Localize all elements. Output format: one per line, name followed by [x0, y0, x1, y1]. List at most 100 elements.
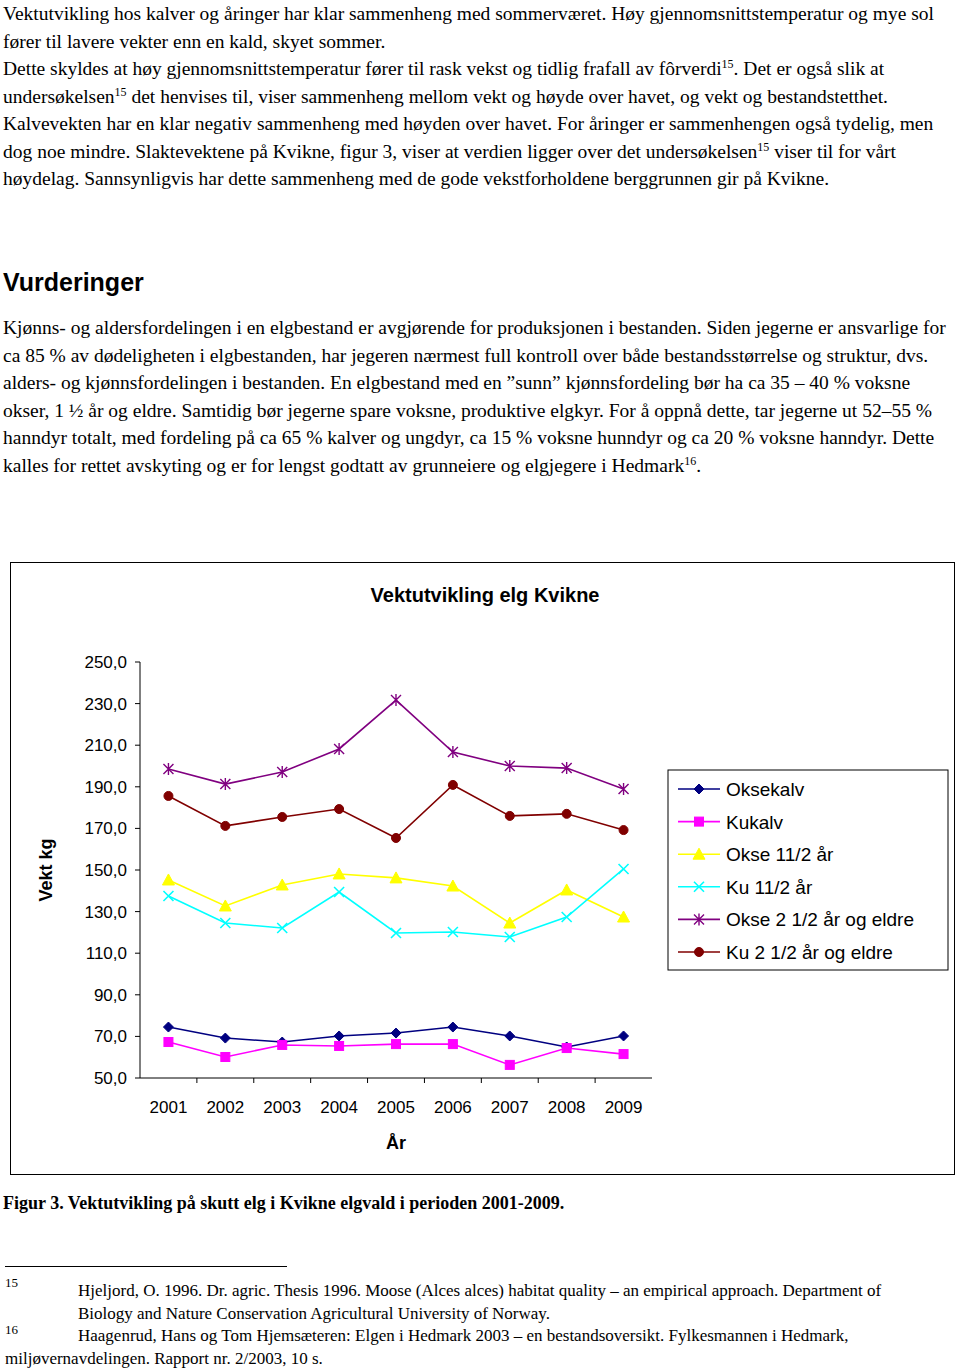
marker	[278, 1040, 287, 1049]
y-tick-label: 210,0	[84, 736, 127, 755]
marker	[334, 887, 344, 897]
marker	[447, 880, 459, 891]
footnote-number: 15	[5, 1275, 18, 1291]
y-tick-label: 190,0	[84, 778, 127, 797]
marker	[391, 694, 401, 706]
marker	[392, 833, 401, 842]
x-tick-label: 2006	[434, 1098, 472, 1117]
y-tick	[135, 994, 140, 995]
legend-label: Kukalv	[726, 812, 784, 833]
marker	[164, 1038, 173, 1047]
x-tick-label: 2001	[150, 1098, 188, 1117]
marker	[504, 917, 516, 928]
marker	[392, 1040, 401, 1049]
paragraph: Vektutvikling hos kalver og åringer har …	[3, 0, 955, 55]
marker	[220, 1033, 230, 1043]
x-tick	[595, 1078, 596, 1083]
paragraph: Dette skyldes at høy gjennomsnittstemper…	[3, 55, 955, 193]
legend-label: Oksekalv	[726, 779, 805, 800]
paragraph: Kjønns- og aldersfordelingen i en elgbes…	[3, 314, 955, 479]
y-tick	[135, 786, 140, 787]
x-tick	[196, 1078, 197, 1083]
text-run: .	[696, 455, 701, 476]
y-tick-label: 170,0	[84, 819, 127, 838]
marker	[278, 812, 287, 821]
marker	[619, 1050, 628, 1059]
y-tick	[135, 745, 140, 746]
y-axis-label: Vekt kg	[36, 838, 56, 901]
legend-marker	[695, 817, 704, 826]
legend: OksekalvKukalvOkse 11/2 årKu 11/2 årOkse…	[668, 770, 948, 970]
y-tick-label: 70,0	[94, 1027, 127, 1046]
y-tick-label: 150,0	[84, 861, 127, 880]
marker	[162, 874, 174, 885]
footnote-ref: 15	[757, 140, 769, 154]
caption: Figur 3. Vektutvikling på skutt elg i Kv…	[3, 1193, 564, 1214]
x-tick-label: 2005	[377, 1098, 415, 1117]
marker	[448, 746, 458, 758]
y-tick-label: 230,0	[84, 695, 127, 714]
y-tick	[135, 911, 140, 912]
legend-marker	[694, 913, 704, 925]
legend-label: Okse 2 1/2 år og eldre	[726, 909, 914, 930]
marker	[505, 811, 514, 820]
marker	[619, 826, 628, 835]
marker	[561, 884, 573, 895]
legend-marker	[693, 848, 705, 859]
marker	[277, 923, 287, 933]
x-tick-label: 2009	[605, 1098, 643, 1117]
legend-label: Ku 11/2 år	[726, 877, 813, 898]
marker	[448, 780, 457, 789]
legend-marker	[695, 948, 704, 957]
marker	[277, 766, 287, 778]
marker	[562, 1044, 571, 1053]
marker	[390, 872, 402, 883]
marker	[163, 891, 173, 901]
x-tick-label: 2008	[548, 1098, 586, 1117]
marker	[334, 1031, 344, 1041]
plot-area	[162, 694, 629, 1069]
marker	[562, 762, 572, 774]
legend-box	[668, 770, 948, 970]
x-tick-label: 2002	[206, 1098, 244, 1117]
marker	[618, 911, 630, 922]
y-tick	[135, 953, 140, 954]
y-tick-label: 250,0	[84, 653, 127, 672]
y-tick-label: 130,0	[84, 903, 127, 922]
chart: Vektutvikling elg Kvikne50,070,090,0110,…	[10, 562, 955, 1175]
x-tick	[310, 1078, 311, 1083]
y-tick-label: 90,0	[94, 986, 127, 1005]
footnote-ref: 15	[722, 57, 734, 71]
marker	[562, 1042, 572, 1052]
footnote-number: 16	[5, 1322, 18, 1338]
marker	[505, 1060, 514, 1069]
marker	[163, 763, 173, 775]
x-tick	[253, 1078, 254, 1083]
marker	[335, 1041, 344, 1050]
x-axis	[140, 1078, 652, 1079]
marker	[391, 1028, 401, 1038]
text-run: Vektutvikling hos kalver og åringer har …	[3, 3, 934, 52]
legend-marker	[694, 784, 704, 794]
x-tick	[424, 1078, 425, 1083]
marker	[276, 879, 288, 890]
marker	[562, 809, 571, 818]
marker	[562, 912, 572, 922]
marker	[505, 932, 515, 942]
marker	[448, 927, 458, 937]
marker	[619, 783, 629, 795]
series-line	[168, 700, 623, 789]
marker	[163, 1022, 173, 1032]
marker	[220, 918, 230, 928]
marker	[219, 900, 231, 911]
series-line	[168, 869, 623, 937]
footnote-ref: 16	[684, 454, 696, 468]
marker	[335, 805, 344, 814]
x-axis-label: År	[386, 1133, 406, 1153]
marker	[334, 743, 344, 755]
heading: Vurderinger	[3, 268, 144, 297]
footnote-text: Hjeljord, O. 1996. Dr. agric. Thesis 199…	[78, 1279, 938, 1325]
y-tick	[135, 870, 140, 871]
y-tick-label: 50,0	[94, 1069, 127, 1088]
marker	[448, 1040, 457, 1049]
